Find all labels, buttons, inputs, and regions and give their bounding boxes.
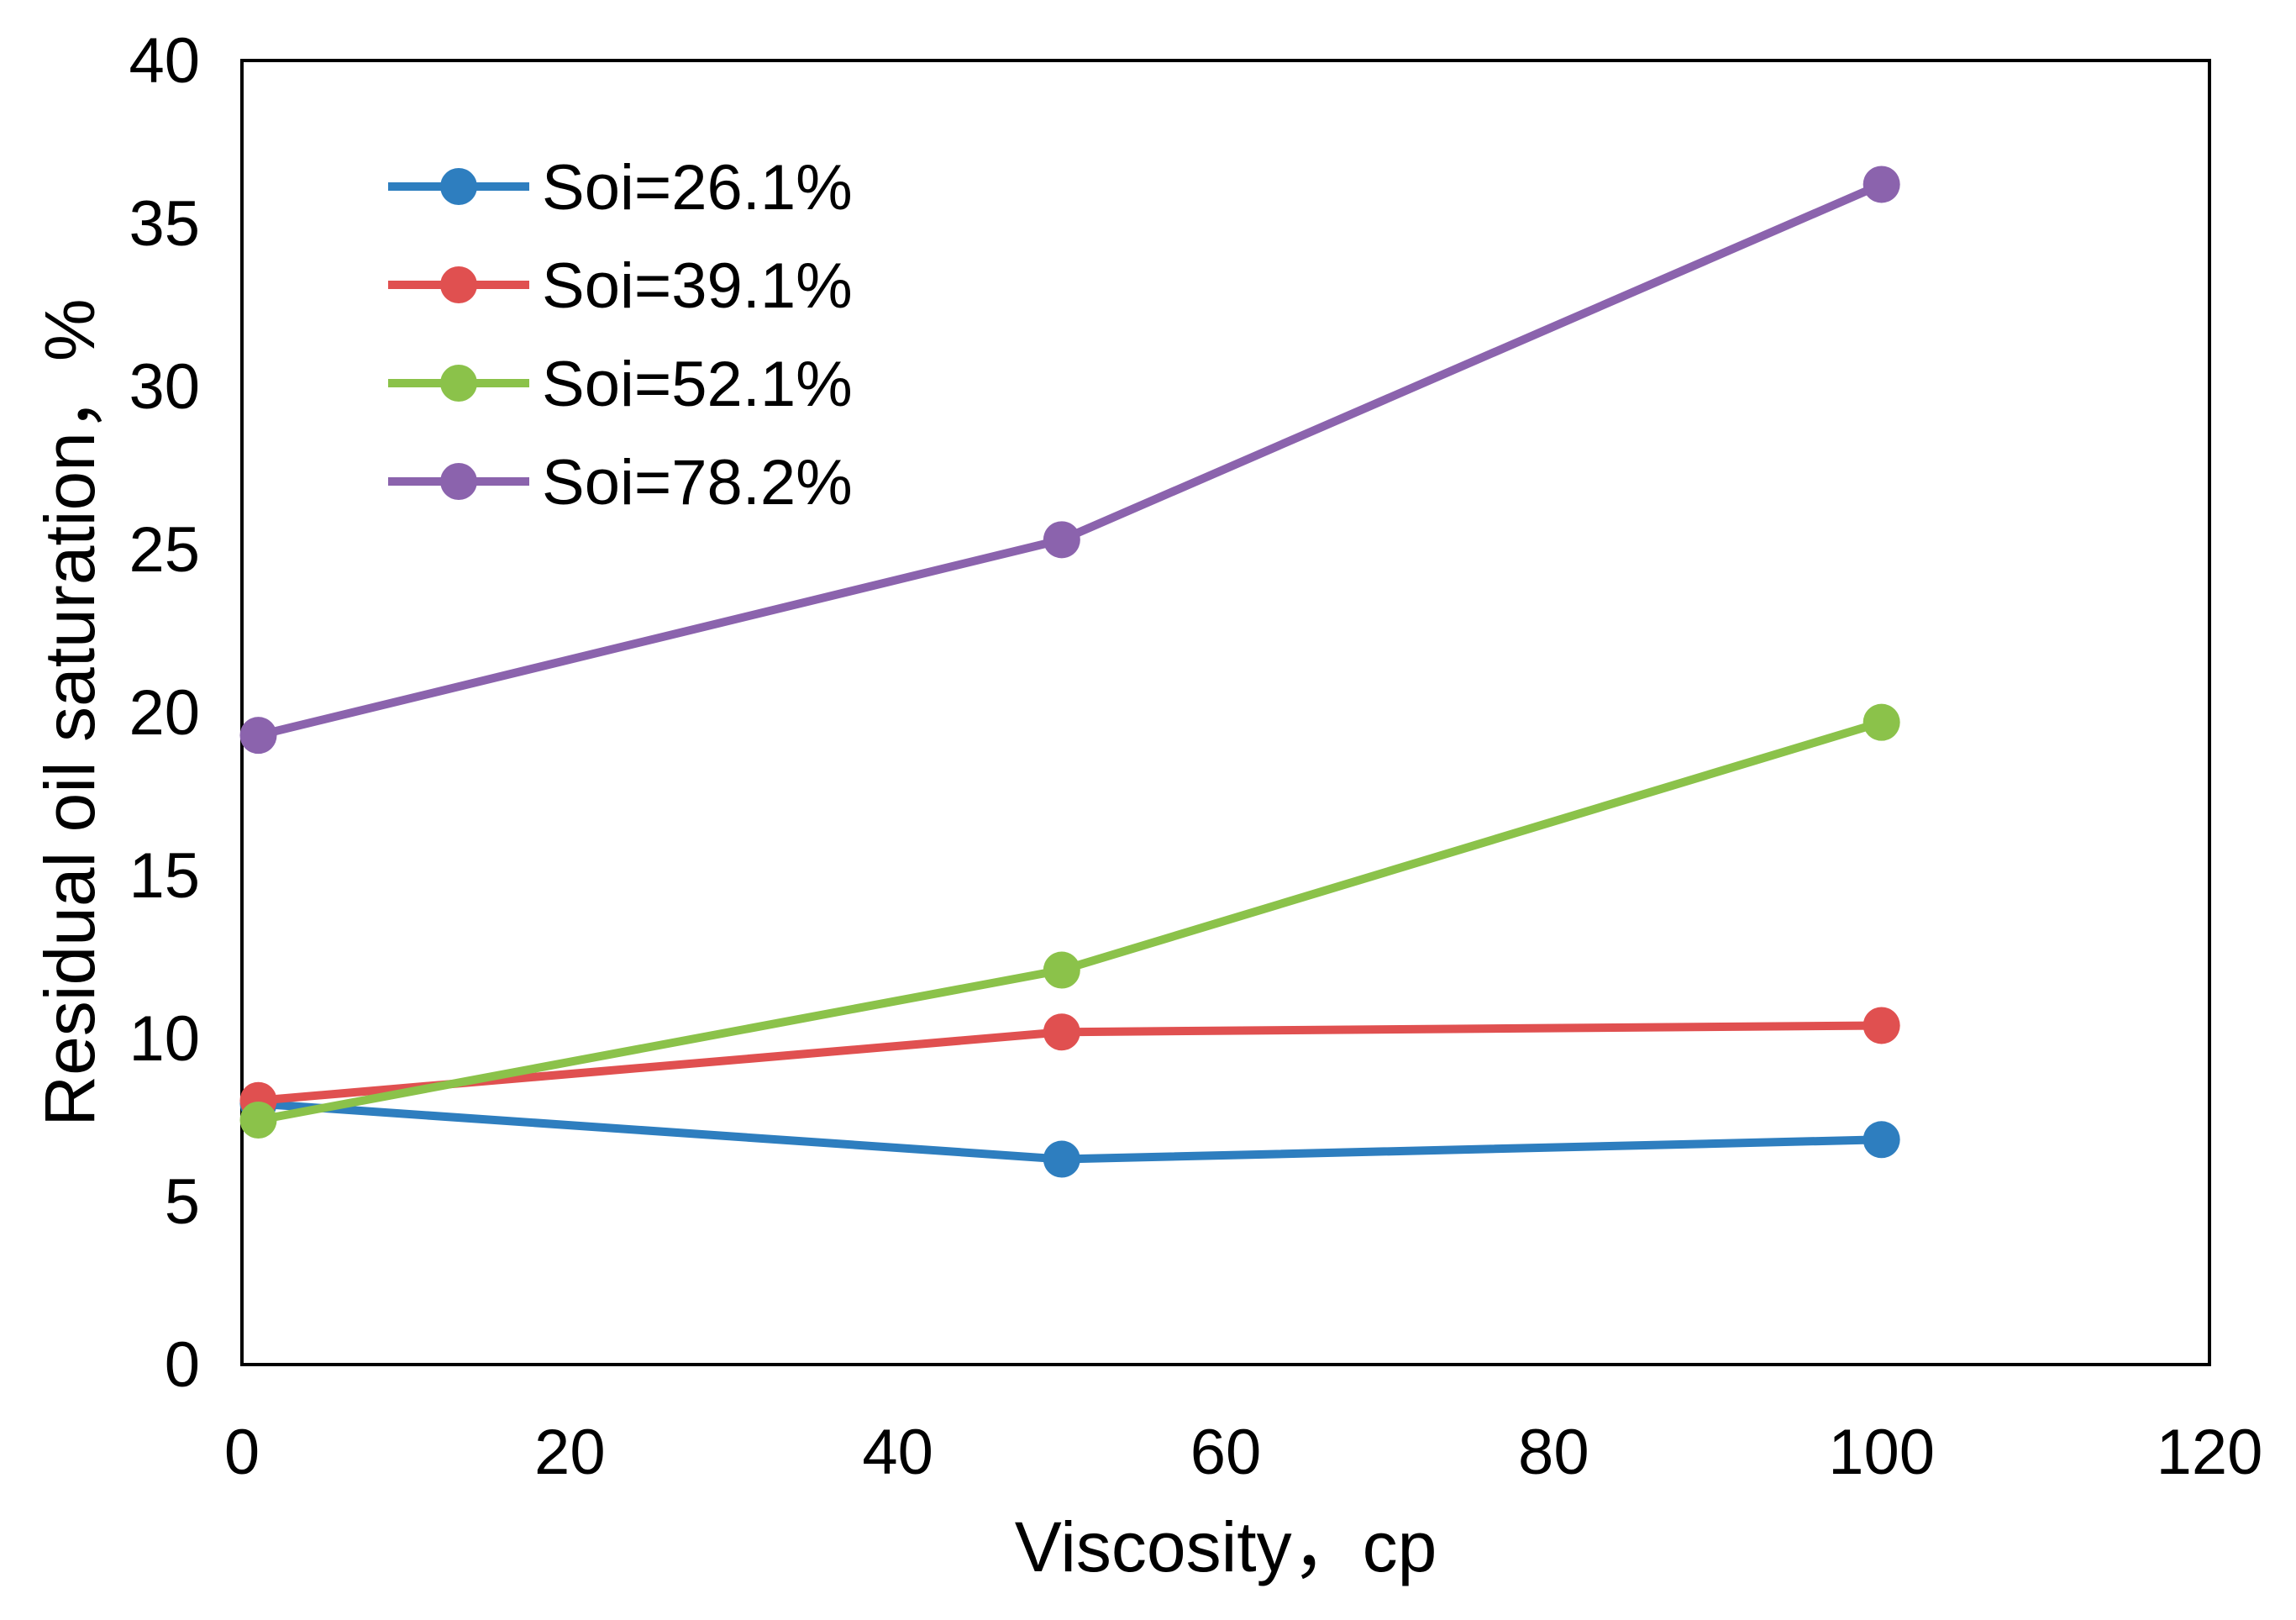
data-point <box>1043 1140 1080 1178</box>
legend-marker <box>440 266 477 303</box>
legend-marker <box>440 168 477 205</box>
y-tick-label: 25 <box>129 514 200 586</box>
legend-item: Soi=78.2% <box>388 447 853 518</box>
x-tick-label: 20 <box>534 1417 606 1488</box>
x-tick-label: 60 <box>1190 1417 1262 1488</box>
x-axis-title: Viscosity，cp <box>1015 1507 1437 1586</box>
data-point <box>1863 1121 1900 1159</box>
y-tick-label: 40 <box>129 25 200 97</box>
data-point <box>1043 521 1080 559</box>
x-axis-ticks: 0 20 40 60 80 100 120 <box>224 1417 2263 1488</box>
data-point <box>239 717 277 755</box>
y-tick-label: 10 <box>129 1003 200 1075</box>
y-axis-ticks: 0 5 10 15 20 25 30 35 40 <box>129 25 200 1401</box>
legend-label: Soi=52.1% <box>542 349 853 420</box>
y-tick-label: 35 <box>129 188 200 260</box>
x-tick-label: 120 <box>2157 1417 2263 1488</box>
legend-item: Soi=39.1% <box>388 250 853 322</box>
x-tick-label: 100 <box>1828 1417 1935 1488</box>
plot-area <box>240 59 2211 1366</box>
x-tick-label: 0 <box>224 1417 260 1488</box>
legend-label: Soi=78.2% <box>542 447 853 518</box>
data-point <box>1863 166 1900 203</box>
series-4 <box>239 166 1900 755</box>
legend-item: Soi=52.1% <box>388 349 853 420</box>
y-tick-label: 15 <box>129 840 200 912</box>
y-axis-title: Residual oil saturation，% <box>30 298 109 1126</box>
legend-label: Soi=39.1% <box>542 250 853 322</box>
y-tick-label: 30 <box>129 351 200 423</box>
data-point <box>239 1102 277 1139</box>
series-layer <box>239 166 1900 1178</box>
legend: Soi=26.1% Soi=39.1% Soi=52.1% Soi=78.2% <box>388 152 853 518</box>
y-tick-label: 5 <box>165 1166 200 1238</box>
data-point <box>1043 1013 1080 1051</box>
legend-marker <box>440 463 477 500</box>
data-point <box>1043 951 1080 989</box>
y-tick-label: 0 <box>165 1329 200 1401</box>
legend-marker <box>440 365 477 402</box>
data-point <box>1863 703 1900 741</box>
series-3 <box>239 703 1900 1139</box>
y-tick-label: 20 <box>129 677 200 749</box>
data-point <box>1863 1007 1900 1044</box>
x-tick-label: 80 <box>1518 1417 1589 1488</box>
legend-item: Soi=26.1% <box>388 152 853 224</box>
x-tick-label: 40 <box>862 1417 933 1488</box>
legend-label: Soi=26.1% <box>542 152 853 224</box>
